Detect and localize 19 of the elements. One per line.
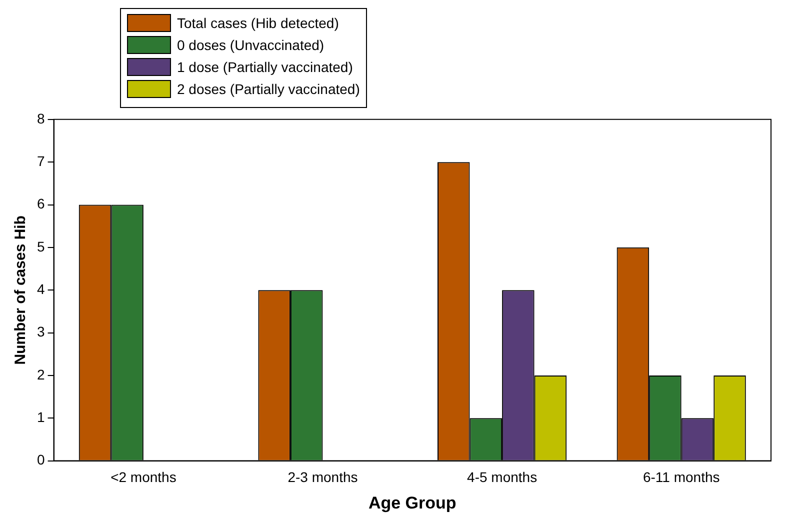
y-tick-label: 3: [36, 324, 45, 340]
legend-label: 1 dose (Partially vaccinated): [177, 58, 353, 77]
y-tick-label: 7: [36, 152, 45, 169]
y-tick-label: 5: [36, 238, 45, 254]
x-axis-title: Age Group: [368, 493, 456, 512]
y-tick-label: 4: [36, 280, 45, 297]
legend-label: 0 doses (Unvaccinated): [177, 36, 324, 55]
x-tick-label: 6-11 months: [642, 469, 720, 486]
x-tick-label: 4-5 months: [467, 469, 538, 486]
y-tick-label: 8: [36, 110, 45, 126]
y-tick-label: 6: [36, 196, 45, 212]
legend-label: Total cases (Hib detected): [177, 14, 339, 33]
x-tick-label: <2 months: [110, 469, 176, 486]
y-tick-label: 0: [36, 452, 45, 468]
y-axis-title: Number of cases Hib: [12, 215, 30, 365]
y-tick-label: 1: [36, 408, 45, 425]
x-tick-label: 2-3 months: [288, 469, 358, 486]
legend-label: 2 doses (Partially vaccinated): [177, 80, 360, 99]
y-tick-label: 2: [36, 366, 45, 382]
